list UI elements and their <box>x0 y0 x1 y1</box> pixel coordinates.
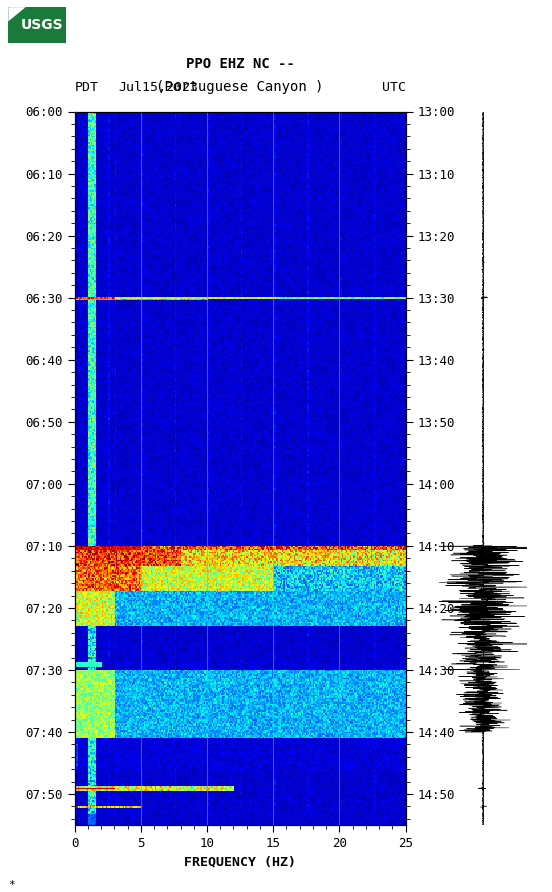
Text: (Portuguese Canyon ): (Portuguese Canyon ) <box>156 79 324 94</box>
Text: USGS: USGS <box>20 18 63 32</box>
Text: PPO EHZ NC --: PPO EHZ NC -- <box>185 57 295 71</box>
Polygon shape <box>8 7 25 21</box>
Text: *: * <box>8 880 15 890</box>
X-axis label: FREQUENCY (HZ): FREQUENCY (HZ) <box>184 855 296 869</box>
Text: Jul15,2023: Jul15,2023 <box>119 80 199 94</box>
Text: PDT: PDT <box>75 80 98 94</box>
Text: UTC: UTC <box>382 80 406 94</box>
